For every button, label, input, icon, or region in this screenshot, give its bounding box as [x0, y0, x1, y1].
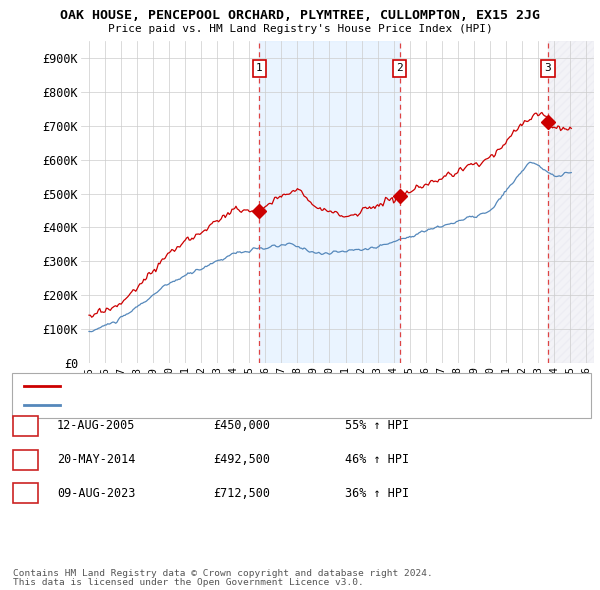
Text: 2: 2: [397, 63, 403, 73]
Text: Contains HM Land Registry data © Crown copyright and database right 2024.: Contains HM Land Registry data © Crown c…: [13, 569, 433, 578]
Text: 36% ↑ HPI: 36% ↑ HPI: [345, 487, 409, 500]
Text: 1: 1: [256, 63, 263, 73]
Bar: [548, 41, 594, 363]
Text: 3: 3: [22, 487, 29, 500]
Text: 1: 1: [22, 419, 29, 432]
Text: OAK HOUSE, PENCEPOOL ORCHARD, PLYMTREE, CULLOMPTON, EX15 2JG (detached hou: OAK HOUSE, PENCEPOOL ORCHARD, PLYMTREE, …: [69, 381, 532, 391]
Text: £492,500: £492,500: [213, 453, 270, 466]
Text: Price paid vs. HM Land Registry's House Price Index (HPI): Price paid vs. HM Land Registry's House …: [107, 24, 493, 34]
Text: OAK HOUSE, PENCEPOOL ORCHARD, PLYMTREE, CULLOMPTON, EX15 2JG: OAK HOUSE, PENCEPOOL ORCHARD, PLYMTREE, …: [60, 9, 540, 22]
Text: 3: 3: [544, 63, 551, 73]
Bar: [259, 41, 400, 363]
Text: £712,500: £712,500: [213, 487, 270, 500]
Text: 09-AUG-2023: 09-AUG-2023: [57, 487, 136, 500]
Text: HPI: Average price, detached house, East Devon: HPI: Average price, detached house, East…: [69, 401, 356, 410]
Text: £450,000: £450,000: [213, 419, 270, 432]
Text: 55% ↑ HPI: 55% ↑ HPI: [345, 419, 409, 432]
Text: 12-AUG-2005: 12-AUG-2005: [57, 419, 136, 432]
Text: This data is licensed under the Open Government Licence v3.0.: This data is licensed under the Open Gov…: [13, 578, 364, 588]
Text: 46% ↑ HPI: 46% ↑ HPI: [345, 453, 409, 466]
Text: 20-MAY-2014: 20-MAY-2014: [57, 453, 136, 466]
Text: 2: 2: [22, 453, 29, 466]
